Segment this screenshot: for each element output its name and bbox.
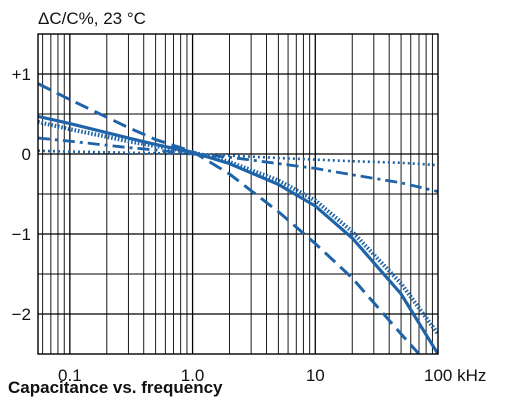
y-tick-label: −1 [12,225,31,244]
x-tick-label: 10 [306,366,325,385]
series-line-solid [38,114,438,354]
series-line-dotted [38,119,438,336]
series-group [38,82,438,354]
x-tick-label: 0.1 [58,366,82,385]
series-line-dashed [38,82,421,354]
y-tick-label: +1 [12,65,31,84]
y-tick-label: 0 [22,145,31,164]
chart-title: Capacitance vs. frequency [8,378,223,397]
series-line-dash-dot [38,136,438,193]
y-axis-label: ΔC/C%, 23 °C [38,9,146,28]
plot-frame [37,33,439,355]
tick-labels: 0.1 1.0 10 100 kHz +1 0 −1 −2 [12,65,487,385]
series-line-fine-dotted [38,149,438,167]
x-tick-label: 100 kHz [424,366,486,385]
x-tick-label: 1.0 [181,366,205,385]
grid [38,34,438,354]
y-tick-label: −2 [12,305,31,324]
